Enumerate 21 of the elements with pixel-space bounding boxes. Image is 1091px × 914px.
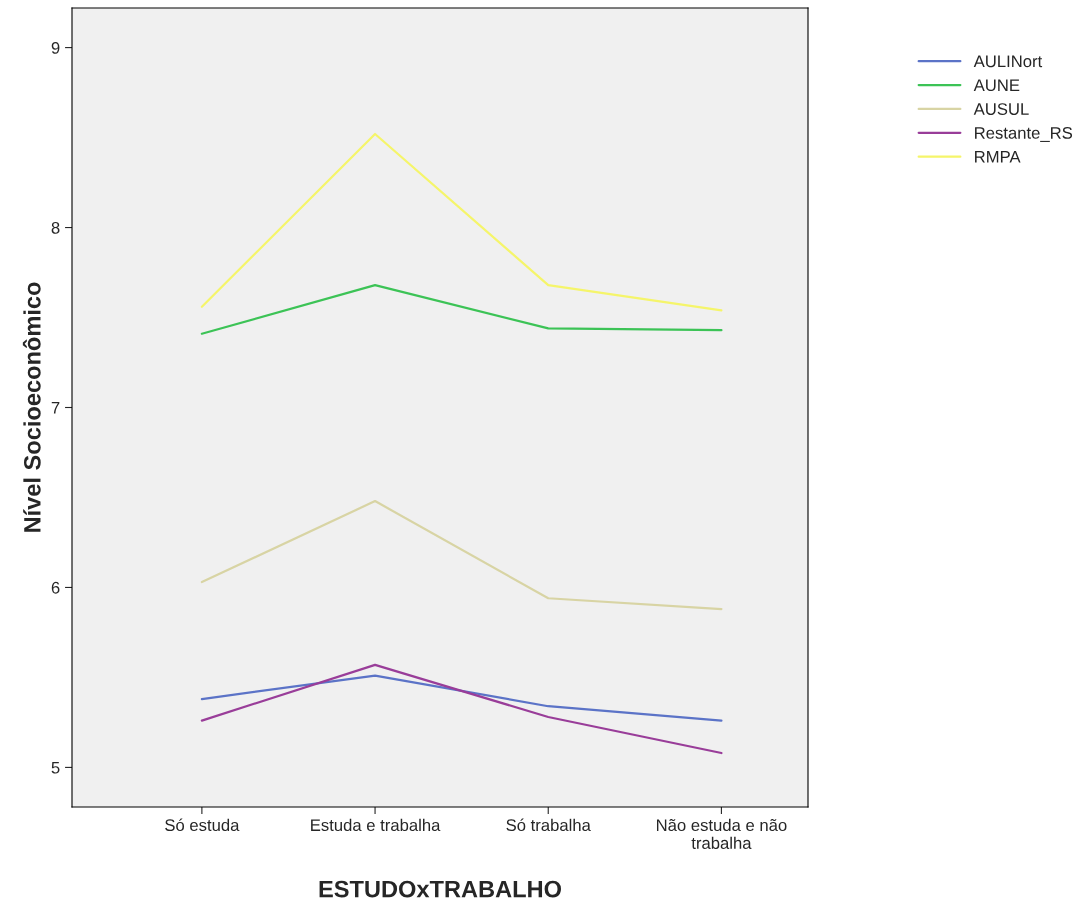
y-tick-label: 8: [51, 221, 60, 234]
line-series: [200, 499, 723, 611]
y-tick-label: 6: [51, 581, 60, 594]
x-tick-label: Não estuda e não trabalha: [656, 818, 787, 849]
y-axis-title: Nível Socioeconômico: [22, 282, 41, 532]
x-tick-label: Só estuda: [165, 818, 240, 832]
x-tick-label: Só trabalha: [506, 818, 591, 832]
legend-label: Restante_RS: [975, 127, 1073, 142]
y-tick-label: 9: [51, 41, 60, 54]
legend-label: AUNE: [973, 79, 1020, 92]
line-series: [200, 663, 723, 755]
y-tick-label: 5: [51, 761, 60, 774]
line-series: [200, 674, 723, 722]
legend-label: AULINort: [973, 55, 1043, 68]
line-series: [200, 284, 723, 335]
x-tick-label: Estuda e trabalha: [311, 818, 441, 832]
legend-label: RMPA: [975, 151, 1021, 163]
y-tick-label: 7: [51, 402, 60, 414]
x-axis-title: ESTUDOxTRABALHO: [319, 880, 561, 898]
legend-label: AUSUL: [973, 103, 1029, 115]
line-series: [200, 132, 723, 312]
